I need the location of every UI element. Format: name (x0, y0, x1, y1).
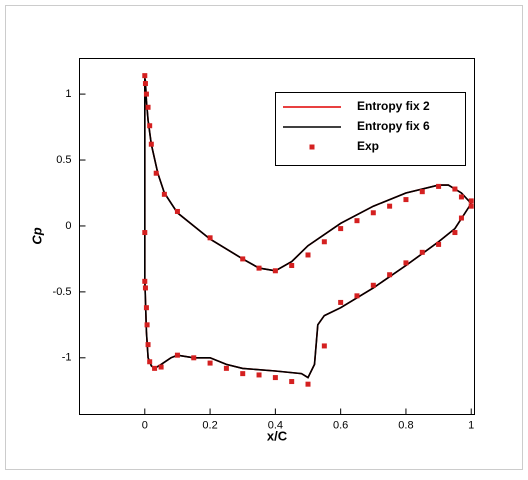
exp-point (468, 203, 474, 209)
exp-point (158, 364, 164, 370)
exp-point (289, 263, 295, 269)
exp-point (305, 381, 311, 387)
exp-point (419, 189, 425, 195)
x-tick-label: 0.8 (398, 419, 413, 431)
x-tick-label: 0.2 (202, 419, 217, 431)
exp-point (468, 198, 474, 204)
exp-point (223, 365, 229, 371)
exp-point (321, 343, 327, 349)
y-tick-label: 1 (65, 88, 71, 100)
exp-point (256, 372, 262, 378)
exp-point (143, 305, 149, 311)
legend-label: Exp (357, 139, 379, 153)
exp-point (240, 256, 246, 262)
y-tick-label: 0 (65, 220, 71, 232)
exp-point (142, 278, 148, 284)
frame-border (5, 5, 523, 470)
exp-point (144, 322, 150, 328)
exp-point (305, 252, 311, 258)
exp-point (147, 359, 153, 365)
y-tick-label: -0.5 (53, 286, 72, 298)
exp-point (458, 215, 464, 221)
exp-point (436, 183, 442, 189)
exp-point (436, 241, 442, 247)
x-tick-label: 1 (468, 419, 474, 431)
exp-point (174, 352, 180, 358)
legend-marker (309, 144, 315, 150)
exp-point (272, 375, 278, 381)
exp-point (370, 210, 376, 216)
x-tick-label: 0 (142, 419, 148, 431)
y-axis-label: Cp (29, 227, 44, 244)
exp-point (153, 170, 159, 176)
y-tick-label: 0.5 (56, 154, 71, 166)
exp-point (145, 342, 151, 348)
exp-point (338, 299, 344, 305)
x-tick-label: 0.6 (333, 419, 348, 431)
legend-box (275, 92, 466, 166)
exp-point (148, 141, 154, 147)
exp-point (207, 360, 213, 366)
legend-label: Entropy fix 6 (357, 119, 430, 133)
exp-point (152, 365, 158, 371)
exp-point (452, 186, 458, 192)
exp-point (142, 285, 148, 291)
exp-point (458, 194, 464, 200)
exp-point (403, 197, 409, 203)
x-axis-label: x/C (267, 428, 288, 443)
exp-point (387, 203, 393, 209)
exp-point (240, 371, 246, 377)
exp-point (452, 230, 458, 236)
exp-point (289, 379, 295, 385)
exp-point (142, 230, 148, 236)
exp-point (370, 282, 376, 288)
exp-point (321, 239, 327, 245)
exp-point (161, 191, 167, 197)
exp-point (142, 81, 148, 87)
exp-point (207, 235, 213, 241)
exp-point (338, 226, 344, 232)
plot-frame (79, 58, 475, 415)
exp-point (174, 208, 180, 214)
exp-point (403, 260, 409, 266)
exp-point (272, 268, 278, 274)
exp-point (387, 272, 393, 278)
exp-point (147, 123, 153, 129)
legend-label: Entropy fix 2 (357, 99, 430, 113)
exp-point (354, 293, 360, 299)
exp-point (145, 104, 151, 110)
exp-point (143, 91, 149, 97)
exp-point (142, 73, 148, 79)
exp-point (191, 355, 197, 361)
curve (144, 78, 472, 379)
exp-point (419, 249, 425, 255)
y-tick-label: -1 (62, 352, 72, 364)
exp-point (354, 218, 360, 224)
exp-point (256, 265, 262, 271)
x-tick-label: 0.4 (268, 419, 283, 431)
